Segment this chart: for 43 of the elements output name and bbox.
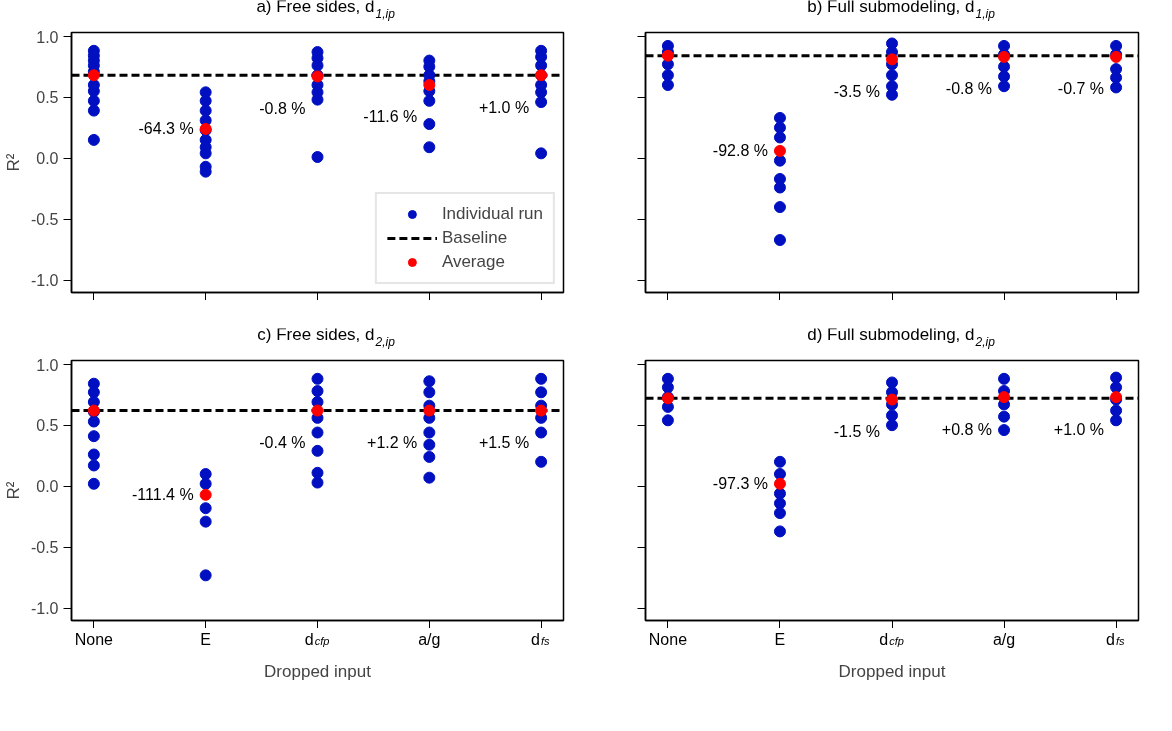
annotation: -1.5 % bbox=[833, 423, 881, 441]
annotation: -3.5 % bbox=[833, 82, 881, 100]
y-tick-label: 0.0 bbox=[36, 478, 59, 496]
x-tick-label: E bbox=[774, 630, 786, 648]
x-tick-label: None bbox=[648, 630, 688, 648]
annotation: +1.2 % bbox=[367, 434, 418, 452]
y-axis-title: R² bbox=[3, 481, 23, 500]
y-tick-label: 0.5 bbox=[36, 89, 59, 107]
x-tick-label: dcfp bbox=[879, 630, 904, 648]
y-tick-label: -1.0 bbox=[30, 600, 59, 618]
annotation: -0.4 % bbox=[259, 434, 306, 452]
x-tick-label: dfs bbox=[1106, 630, 1125, 648]
y-tick-label: -0.5 bbox=[30, 539, 59, 557]
x-tick-label: E bbox=[200, 630, 212, 648]
x-axis-title: Dropped input bbox=[838, 661, 946, 681]
legend-label: Individual run bbox=[441, 204, 543, 224]
y-tick-label: 0.0 bbox=[36, 150, 59, 168]
annotation: -0.8 % bbox=[259, 99, 306, 117]
y-tick-label: 1.0 bbox=[36, 356, 59, 374]
y-tick-label: 1.0 bbox=[36, 28, 59, 46]
x-tick-label: dcfp bbox=[304, 630, 330, 648]
annotation: -64.3 % bbox=[138, 120, 194, 138]
annotation: +1.0 % bbox=[1053, 420, 1105, 438]
annotation: -0.8 % bbox=[945, 80, 993, 98]
x-tick-label: a/g bbox=[992, 630, 1016, 648]
annotation: +1.0 % bbox=[478, 98, 530, 116]
annotation: +0.8 % bbox=[941, 420, 993, 438]
y-axis-title: R² bbox=[3, 153, 23, 172]
legend-label: Baseline bbox=[441, 228, 508, 248]
x-tick-label: None bbox=[74, 630, 114, 648]
y-tick-label: 0.5 bbox=[36, 417, 59, 435]
annotation: +1.5 % bbox=[478, 434, 530, 452]
x-tick-label: dfs bbox=[531, 630, 551, 648]
y-tick-label: -1.0 bbox=[30, 272, 59, 290]
x-tick-label: a/g bbox=[418, 630, 441, 648]
annotation: -11.6 % bbox=[363, 108, 418, 126]
annotation: -92.8 % bbox=[712, 142, 768, 160]
annotation: -0.7 % bbox=[1057, 80, 1105, 98]
legend-label: Average bbox=[441, 252, 505, 272]
y-tick-label: -0.5 bbox=[30, 211, 59, 229]
x-axis-title: Dropped input bbox=[264, 661, 372, 681]
annotation: -97.3 % bbox=[712, 475, 768, 493]
annotation: -111.4 % bbox=[132, 486, 194, 504]
